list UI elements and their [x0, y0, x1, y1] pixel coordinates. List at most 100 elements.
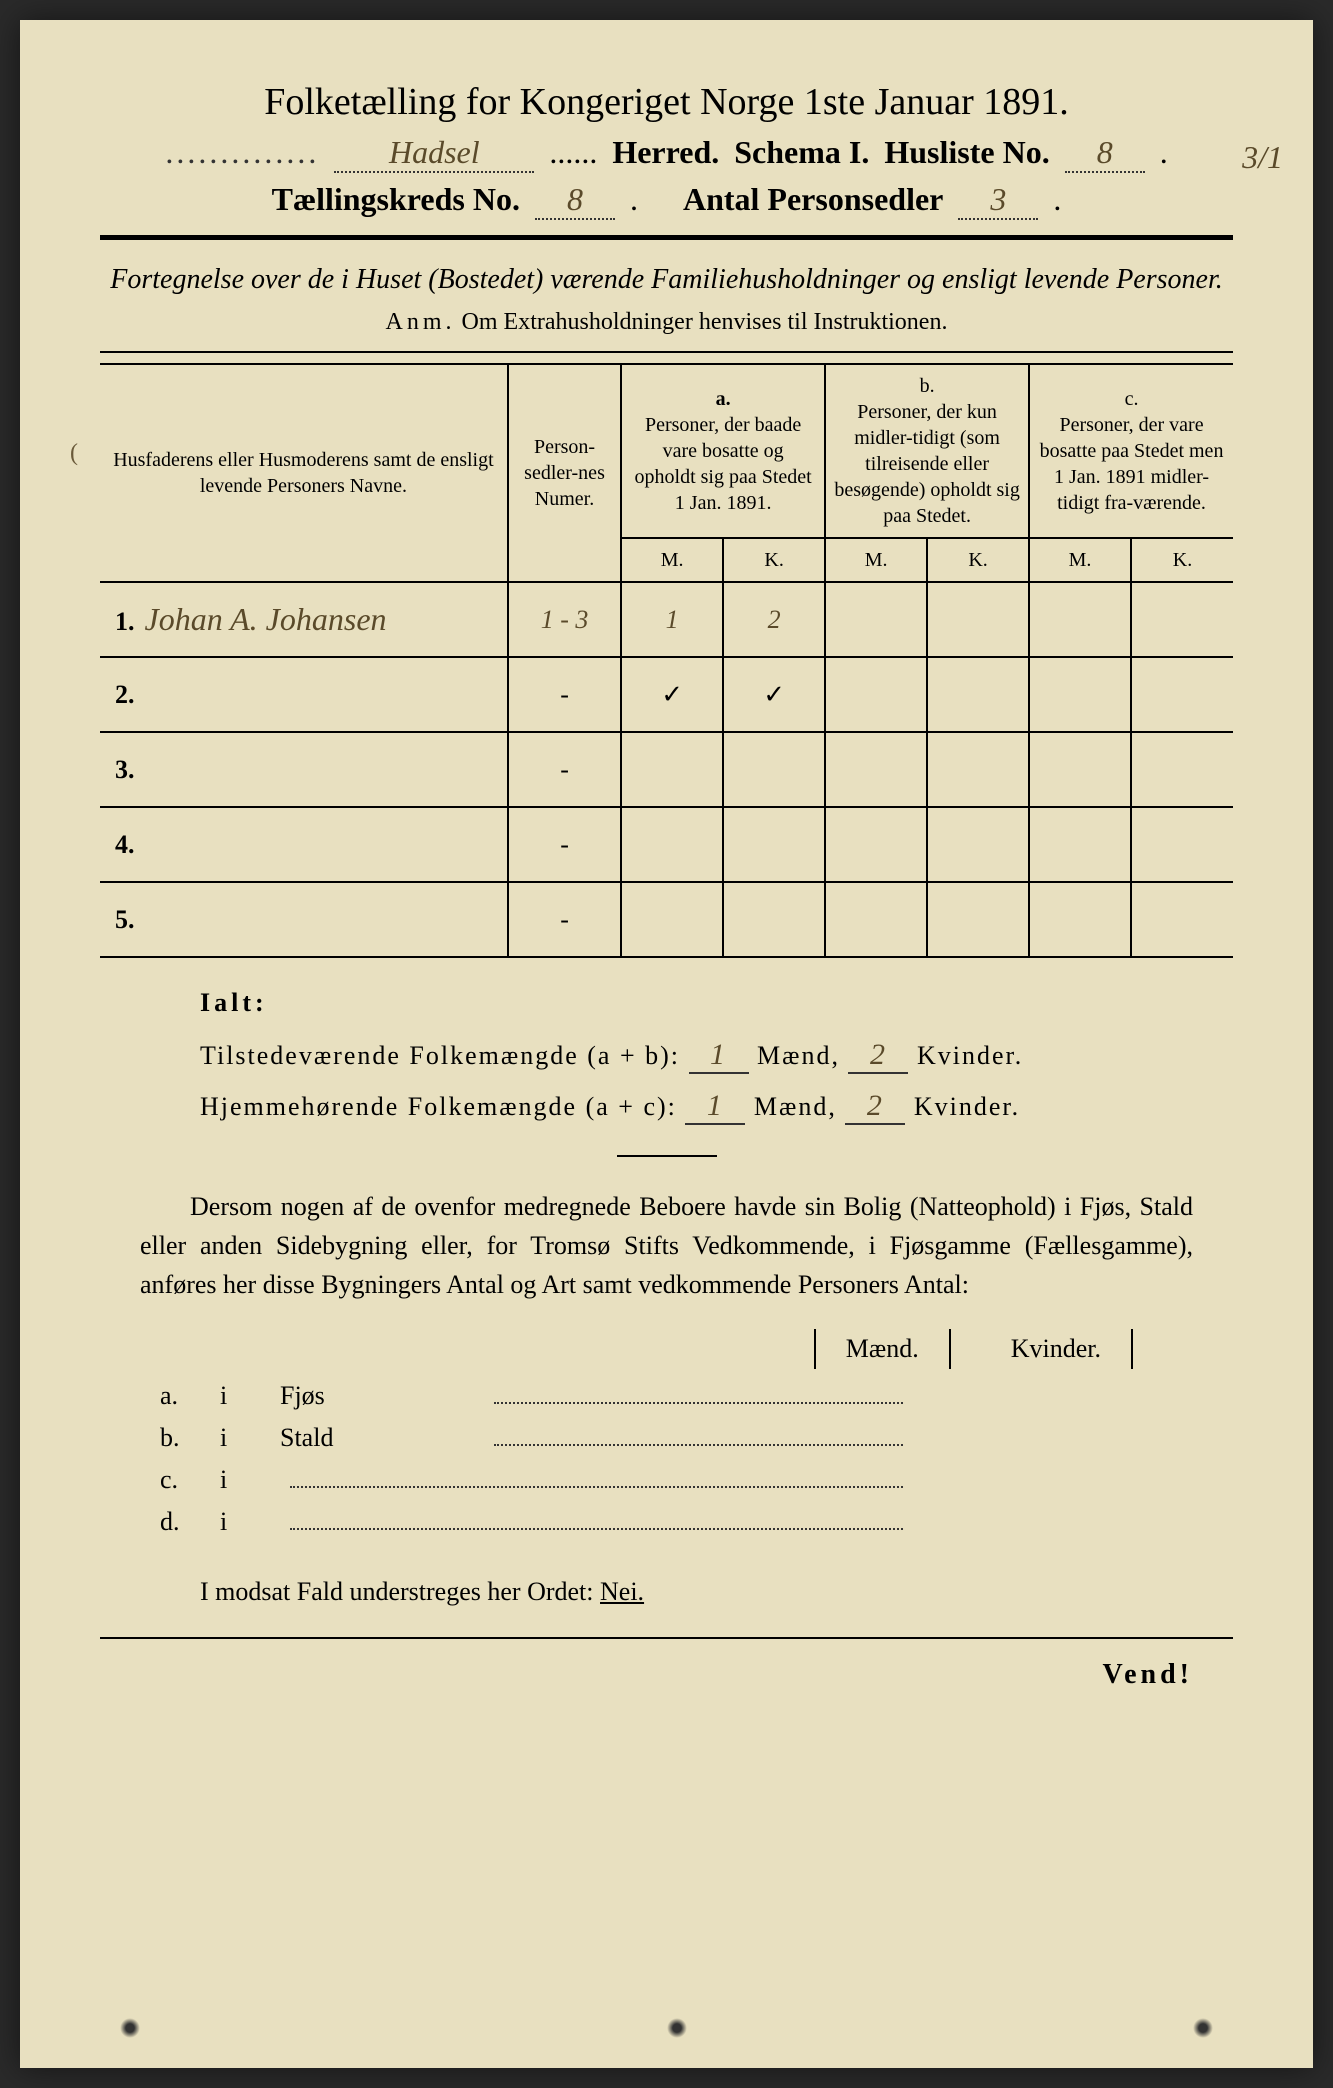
maend-label: Mænd,: [757, 1041, 840, 1070]
cell-a-k: [723, 732, 825, 807]
herred-label: Herred.: [612, 134, 719, 171]
header-numer: Person-sedler-nes Numer.: [508, 364, 621, 582]
cell-c-k: [1131, 882, 1233, 957]
cell-b-k: [927, 807, 1029, 882]
vend-label: Vend!: [100, 1637, 1233, 1691]
header-a-m: M.: [621, 538, 723, 582]
buildings-paragraph: Dersom nogen af de ovenfor medregnede Be…: [140, 1187, 1193, 1304]
building-label: d.: [160, 1507, 220, 1537]
margin-mark: (: [70, 440, 78, 467]
schema-label: Schema I.: [734, 134, 869, 171]
present-k: 2: [848, 1038, 908, 1074]
kvinder-label: Kvinder.: [917, 1041, 1023, 1070]
building-i: i: [220, 1381, 280, 1411]
husliste-value: 8: [1065, 134, 1145, 173]
divider-short: [617, 1155, 717, 1157]
building-i: i: [220, 1423, 280, 1453]
punch-hole: [1193, 2018, 1213, 2038]
col-c-label: c.: [1038, 386, 1225, 412]
dots: ......: [549, 134, 597, 171]
building-row: a. i Fjøs: [160, 1381, 1173, 1411]
col-b-text: Personer, der kun midler-tidigt (som til…: [834, 399, 1020, 529]
person-name: Johan A. Johansen: [145, 601, 387, 637]
present-row: Tilstedeværende Folkemængde (a + b): 1 M…: [200, 1038, 1233, 1074]
kreds-label: Tællingskreds No.: [272, 181, 520, 218]
anm-label: Anm.: [386, 309, 456, 335]
cell-b-k: [927, 732, 1029, 807]
table-row: 2. - ✓ ✓: [100, 657, 1233, 732]
personsedler-label: Antal Personsedler: [683, 181, 943, 218]
divider-thick: [100, 235, 1233, 240]
final-line: I modsat Fald understreges her Ordet: Ne…: [200, 1577, 1233, 1607]
ialt-label: Ialt:: [200, 988, 1233, 1018]
col-a-text: Personer, der baade vare bosatte og opho…: [630, 412, 816, 516]
cell-c-k: [1131, 582, 1233, 657]
buildings-header: Mænd. Kvinder.: [160, 1329, 1173, 1369]
header-c-k: K.: [1131, 538, 1233, 582]
cell-b-k: [927, 657, 1029, 732]
building-row: c. i: [160, 1465, 1173, 1495]
building-name: Fjøs: [280, 1381, 484, 1411]
table-row: 1.Johan A. Johansen 1 - 3 1 2: [100, 582, 1233, 657]
cell-c-m: [1029, 657, 1131, 732]
building-i: i: [220, 1465, 280, 1495]
cell-numer: 1 - 3: [508, 582, 621, 657]
form-description: Fortegnelse over de i Huset (Bostedet) v…: [100, 260, 1233, 299]
cell-b-k: [927, 882, 1029, 957]
cell-numer: -: [508, 732, 621, 807]
header-b-m: M.: [825, 538, 927, 582]
cell-numer: -: [508, 657, 621, 732]
row-num: 4.: [115, 830, 135, 859]
row-num: 2.: [115, 680, 135, 709]
table-row: 4. -: [100, 807, 1233, 882]
husliste-label: Husliste No.: [884, 134, 1049, 171]
cell-numer: -: [508, 807, 621, 882]
final-text: I modsat Fald understreges her Ordet:: [200, 1577, 594, 1606]
cell-c-k: [1131, 807, 1233, 882]
maend-label: Mænd,: [754, 1092, 837, 1121]
header-maend: Mænd.: [814, 1329, 951, 1369]
cell-b-m: [825, 807, 927, 882]
divider-thin: [100, 351, 1233, 353]
header-row-1: .............. Hadsel ...... Herred. Sch…: [100, 134, 1233, 173]
table-row: 5. -: [100, 882, 1233, 957]
present-label: Tilstedeværende Folkemængde (a + b):: [200, 1041, 680, 1070]
header-col-a: a. Personer, der baade vare bosatte og o…: [621, 364, 825, 538]
row-num: 5.: [115, 905, 135, 934]
cell-b-k: [927, 582, 1029, 657]
cell-a-m: ✓: [621, 657, 723, 732]
cell-c-m: [1029, 582, 1131, 657]
cell-a-m: 1: [621, 582, 723, 657]
header-kvinder: Kvinder.: [981, 1329, 1133, 1369]
cell-numer: -: [508, 882, 621, 957]
header-row-2: Tællingskreds No. 8 . Antal Personsedler…: [100, 181, 1233, 220]
cell-c-m: [1029, 732, 1131, 807]
table-body: 1.Johan A. Johansen 1 - 3 1 2 2. - ✓ ✓: [100, 582, 1233, 957]
row-num: 1.: [115, 607, 135, 636]
building-dots: [290, 1510, 903, 1530]
building-label: a.: [160, 1381, 220, 1411]
building-label: b.: [160, 1423, 220, 1453]
cell-b-m: [825, 582, 927, 657]
cell-c-k: [1131, 732, 1233, 807]
belonging-k: 2: [845, 1089, 905, 1125]
kreds-value: 8: [535, 181, 615, 220]
margin-note: 3/1: [1242, 139, 1283, 176]
cell-a-m: [621, 732, 723, 807]
cell-a-m: [621, 807, 723, 882]
cell-c-m: [1029, 882, 1131, 957]
building-dots: [290, 1468, 903, 1488]
col-c-text: Personer, der vare bosatte paa Stedet me…: [1038, 412, 1225, 516]
dot: .: [1160, 134, 1168, 171]
header-c-m: M.: [1029, 538, 1131, 582]
table-row: 3. -: [100, 732, 1233, 807]
nei-word: Nei.: [600, 1577, 644, 1606]
annotation-line: Anm. Om Extrahusholdninger henvises til …: [100, 309, 1233, 336]
cell-a-k: ✓: [723, 657, 825, 732]
census-form-page: Folketælling for Kongeriget Norge 1ste J…: [20, 20, 1313, 2068]
dots-prefix: ..............: [165, 134, 319, 171]
census-table: Husfaderens eller Husmoderens samt de en…: [100, 363, 1233, 958]
cell-b-m: [825, 732, 927, 807]
dot: .: [630, 181, 638, 218]
building-i: i: [220, 1507, 280, 1537]
